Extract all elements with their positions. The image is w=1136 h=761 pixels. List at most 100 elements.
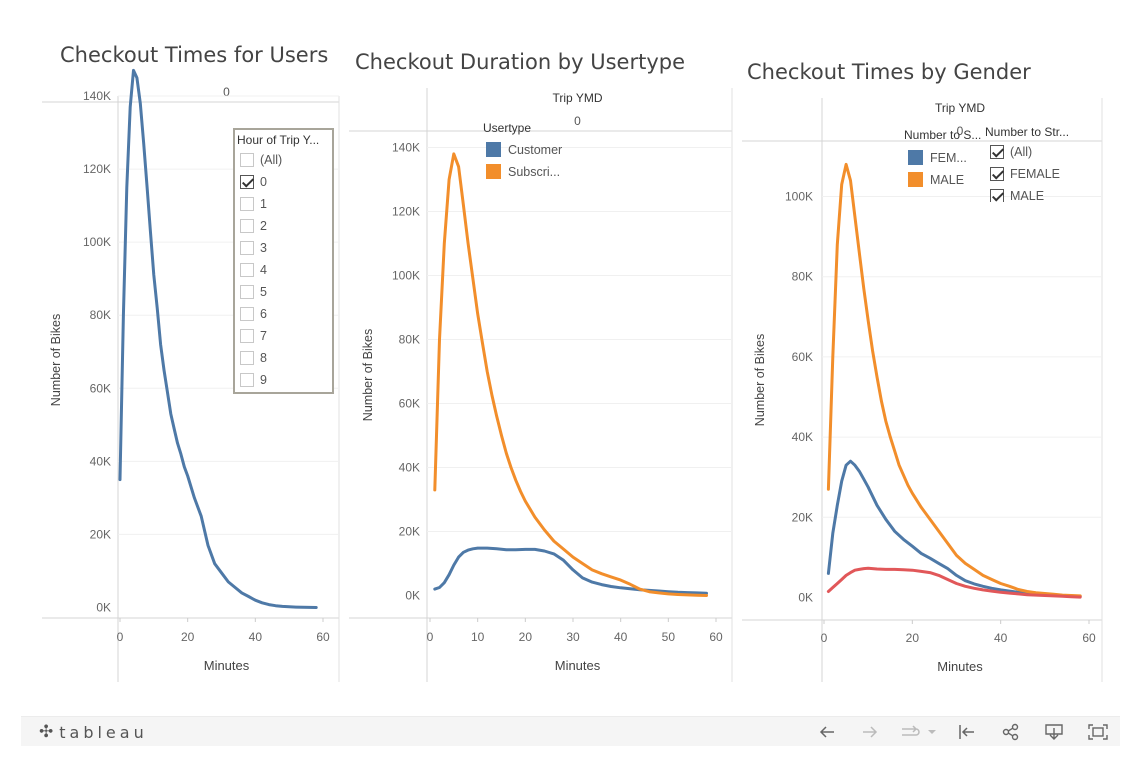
hour-filter-checkbox[interactable] xyxy=(240,153,254,167)
usertype-y-axis-label: Number of Bikes xyxy=(361,329,375,421)
usertype-legend-title: Usertype xyxy=(483,121,532,135)
usertype-y-tick-label: 20K xyxy=(399,525,420,539)
legend-item-male[interactable]: MALE xyxy=(908,172,964,187)
legend-swatch-customer xyxy=(486,142,501,157)
usertype-x-tick-label: 0 xyxy=(427,630,434,644)
users-column-header: 0 xyxy=(223,85,230,99)
hour-filter-option-label: 1 xyxy=(260,197,267,211)
hour-filter-option[interactable]: 4 xyxy=(235,259,332,281)
hour-filter-checkbox[interactable] xyxy=(240,285,254,299)
gender-line-male xyxy=(826,162,1082,598)
revert-menu-icon[interactable] xyxy=(924,720,940,744)
gender-filter-checkbox[interactable] xyxy=(990,145,1004,159)
legend-swatch-male xyxy=(908,172,923,187)
gender-filter-checkbox[interactable] xyxy=(990,167,1004,181)
hour-filter-checkbox[interactable] xyxy=(240,351,254,365)
hour-filter-title: Hour of Trip Y... xyxy=(237,133,320,147)
fullscreen-icon[interactable] xyxy=(1085,720,1111,744)
users-y-axis-label: Number of Bikes xyxy=(49,314,63,406)
users-x-tick-label: 60 xyxy=(316,630,330,644)
usertype-x-tick-label: 30 xyxy=(566,630,580,644)
usertype-y-tick-label: 0K xyxy=(405,589,420,603)
legend-item-customer[interactable]: Customer xyxy=(486,142,562,157)
hour-filter-checkbox[interactable] xyxy=(240,329,254,343)
usertype-y-tick-label: 40K xyxy=(399,461,420,475)
gender-legend-title: Number to S... xyxy=(904,128,982,142)
gender-filter-option[interactable]: (All) xyxy=(985,141,1095,163)
hour-filter-checkbox[interactable] xyxy=(240,373,254,387)
legend-item-subscriber[interactable]: Subscri... xyxy=(486,164,560,179)
gender-filter-title: Number to Str... xyxy=(985,125,1070,139)
gender-filter-option[interactable]: MALE xyxy=(985,185,1095,202)
legend-item-female[interactable]: FEM... xyxy=(908,150,967,165)
gender-y-axis-label: Number of Bikes xyxy=(753,334,767,426)
usertype-x-axis-label: Minutes xyxy=(555,658,601,673)
users-y-tick-label: 80K xyxy=(90,308,111,322)
users-x-tick-label: 20 xyxy=(181,630,195,644)
redo-icon[interactable] xyxy=(857,720,883,744)
gender-y-tick-label: 60K xyxy=(792,350,813,364)
hour-filter-option[interactable]: 8 xyxy=(235,347,332,369)
share-icon[interactable] xyxy=(998,720,1024,744)
gender-filter-card[interactable]: Number to Str... (All) FEMALE MALE xyxy=(985,124,1095,202)
hour-filter-option[interactable]: 3 xyxy=(235,237,332,259)
users-x-tick-label: 0 xyxy=(117,630,124,644)
revert-icon[interactable] xyxy=(897,720,923,744)
chart-title-usertype: Checkout Duration by Usertype xyxy=(355,50,686,74)
hour-filter-list[interactable]: (All) 0 1 2 3 4 5 6 7 8 9 xyxy=(235,149,332,391)
usertype-y-tick-label: 80K xyxy=(399,333,420,347)
hour-filter-option[interactable]: 1 xyxy=(235,193,332,215)
usertype-y-tick-label: 140K xyxy=(392,141,420,155)
usertype-x-tick-label: 50 xyxy=(662,630,676,644)
download-icon[interactable] xyxy=(1041,720,1067,744)
hour-filter-checkbox[interactable] xyxy=(240,219,254,233)
gender-filter-option-label: MALE xyxy=(1010,189,1045,202)
hour-filter-option[interactable]: 7 xyxy=(235,325,332,347)
gender-x-tick-label: 0 xyxy=(821,631,828,645)
hour-filter-checkbox[interactable] xyxy=(240,175,254,189)
hour-filter-checkbox[interactable] xyxy=(240,241,254,255)
users-y-tick-label: 0K xyxy=(96,601,111,615)
chart-title-gender: Checkout Times by Gender xyxy=(747,60,1031,84)
gender-filter-option[interactable]: FEMALE xyxy=(985,163,1095,185)
gender-column-header: 0 xyxy=(957,124,964,138)
legend-label-subscriber: Subscri... xyxy=(508,164,561,179)
hour-filter-option-label: 4 xyxy=(260,263,267,277)
gender-filter-list[interactable]: (All) FEMALE MALE xyxy=(985,141,1095,202)
hour-filter-option-label: 6 xyxy=(260,307,267,321)
gender-filter-checkbox[interactable] xyxy=(990,189,1004,202)
hour-filter-option[interactable]: 9 xyxy=(235,369,332,391)
users-y-tick-label: 20K xyxy=(90,527,111,541)
gender-x-tick-label: 60 xyxy=(1082,631,1096,645)
hour-filter-option[interactable]: 2 xyxy=(235,215,332,237)
usertype-column-header: 0 xyxy=(574,114,581,128)
hour-filter-option[interactable]: (All) xyxy=(235,149,332,171)
usertype-line-subscri xyxy=(433,152,708,597)
legend-label-female: FEM... xyxy=(930,150,967,165)
hour-filter-card[interactable]: Hour of Trip Y... (All) 0 1 2 3 4 5 6 7 8 9 xyxy=(233,128,334,394)
gender-line-series-2 xyxy=(826,566,1082,599)
reset-icon[interactable] xyxy=(954,720,980,744)
undo-icon[interactable] xyxy=(814,720,840,744)
hour-filter-checkbox[interactable] xyxy=(240,197,254,211)
hour-filter-checkbox[interactable] xyxy=(240,263,254,277)
viz-toolbar: ✣ tableau xyxy=(21,716,1120,746)
tableau-logo[interactable]: ✣ tableau xyxy=(39,722,148,742)
hour-filter-option[interactable]: 6 xyxy=(235,303,332,325)
usertype-y-tick-label: 100K xyxy=(392,269,420,283)
hour-filter-option[interactable]: 0 xyxy=(235,171,332,193)
legend-swatch-female xyxy=(908,150,923,165)
gender-column-header-title: Trip YMD xyxy=(935,101,985,115)
legend-label-male: MALE xyxy=(930,172,965,187)
gender-y-tick-label: 40K xyxy=(792,430,813,444)
usertype-y-tick-label: 120K xyxy=(392,205,420,219)
hour-filter-checkbox[interactable] xyxy=(240,307,254,321)
hour-filter-option[interactable]: 5 xyxy=(235,281,332,303)
usertype-x-tick-label: 40 xyxy=(614,630,628,644)
hour-filter-option-label: 8 xyxy=(260,351,267,365)
hour-filter-option-label: 3 xyxy=(260,241,267,255)
hour-filter-option-label: 5 xyxy=(260,285,267,299)
gender-x-axis-label: Minutes xyxy=(937,659,983,674)
hour-filter-option-label: 7 xyxy=(260,329,267,343)
